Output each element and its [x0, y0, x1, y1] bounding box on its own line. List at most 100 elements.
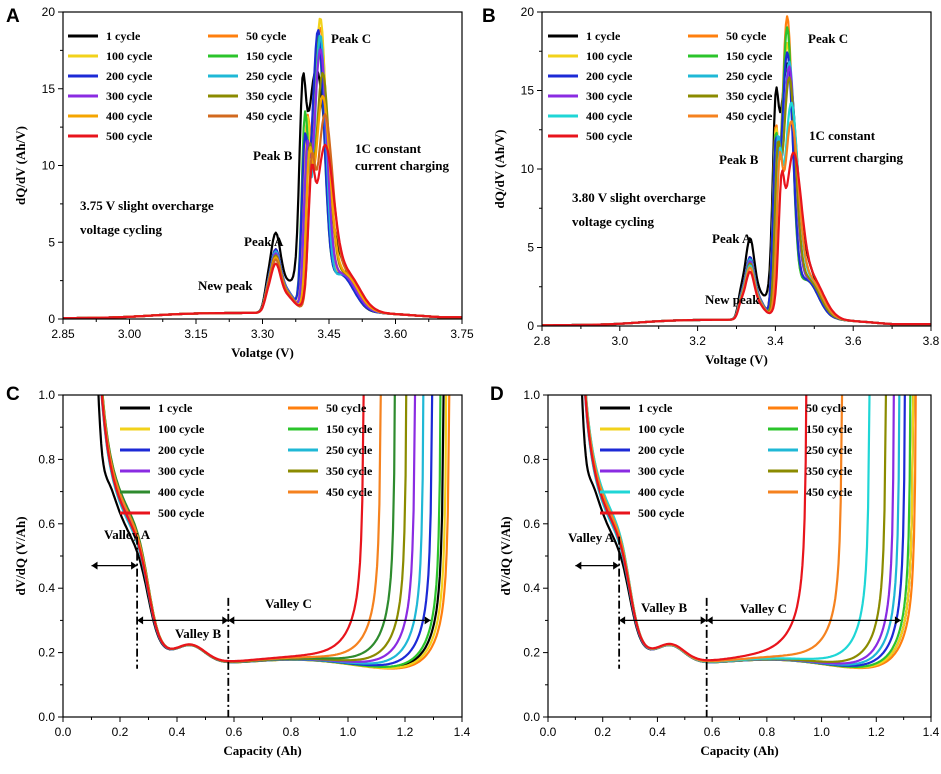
- arrow-head: [91, 561, 98, 570]
- legend-label: 50 cycle: [726, 29, 767, 43]
- x-tick-label: 3.75: [450, 327, 474, 341]
- arrow-head: [222, 616, 229, 625]
- y-tick-label: 0: [527, 319, 534, 333]
- legend-label: 300 cycle: [586, 89, 633, 103]
- x-tick-label: 2.85: [51, 327, 75, 341]
- series-group: [581, 395, 917, 670]
- panel-letter-C: C: [6, 384, 20, 405]
- legend-label: 200 cycle: [586, 69, 633, 83]
- x-tick-label: 1.4: [923, 725, 940, 739]
- y-axis-title: dV/dQ (V/Ah): [498, 516, 513, 595]
- x-tick-label: 3.15: [184, 327, 208, 341]
- y-tick-label: 0.0: [523, 710, 540, 724]
- x-tick-label: 3.4: [767, 334, 784, 348]
- legend-label: 50 cycle: [326, 401, 367, 415]
- x-tick-label: 1.0: [340, 725, 357, 739]
- panel-D: D 0.0 0.2 0.4 0.6 0.8 1.0 1.2 1.4 0.0 0.2 0.4 0.6 0.8…: [490, 384, 940, 758]
- x-axis-title: Capacity (Ah): [223, 743, 301, 758]
- panel-C: C 0.0 0.2 0.4 0.6 0.8 1.0 1.2 1.4 0.0 0.2 0.4 0.6 0.8…: [6, 384, 471, 758]
- legend-label: 100 cycle: [158, 422, 205, 436]
- annotation-0: Valley A: [568, 530, 615, 545]
- legend-label: 1 cycle: [106, 29, 141, 43]
- arrow-head: [613, 561, 620, 570]
- series-line-100-cycle: [542, 41, 931, 326]
- arrow-head: [137, 616, 144, 625]
- legend-label: 500 cycle: [586, 129, 633, 143]
- x-tick-label: 3.30: [251, 327, 275, 341]
- legend-label: 500 cycle: [158, 506, 205, 520]
- series-line-50-cycle: [101, 395, 451, 670]
- arrow-head: [575, 561, 582, 570]
- x-tick-label: 0.0: [55, 725, 72, 739]
- x-tick-label: 1.2: [397, 725, 414, 739]
- legend-label: 100 cycle: [638, 422, 685, 436]
- arrow-head: [700, 616, 707, 625]
- annotation-3: New peak: [198, 278, 253, 293]
- legend-label: 200 cycle: [158, 443, 205, 457]
- legend-label: 100 cycle: [106, 49, 153, 63]
- annotation-5: current charging: [809, 150, 903, 165]
- legend-label: 350 cycle: [806, 464, 853, 478]
- legend-label: 300 cycle: [638, 464, 685, 478]
- y-tick-label: 0.2: [38, 646, 55, 660]
- x-tick-label: 1.2: [868, 725, 885, 739]
- legend-label: 150 cycle: [726, 49, 773, 63]
- annotation-0: Valley A: [104, 527, 151, 542]
- legend-label: 300 cycle: [106, 89, 153, 103]
- y-tick-label: 5: [48, 235, 55, 249]
- y-tick-label: 0: [48, 312, 55, 326]
- x-tick-label: 0.2: [112, 725, 129, 739]
- series-line-500-cycle: [63, 143, 462, 319]
- y-tick-label: 1.0: [38, 388, 55, 402]
- y-tick-label: 0.4: [38, 581, 55, 595]
- panel-letter-A: A: [6, 6, 20, 27]
- legend-label: 250 cycle: [726, 69, 773, 83]
- y-tick-label: 10: [42, 159, 56, 173]
- x-tick-label: 3.45: [317, 327, 341, 341]
- annotation-0: Peak C: [808, 31, 848, 46]
- x-axis-title: Capacity (Ah): [700, 743, 778, 758]
- annotation-6: 3.80 V slight overcharge: [572, 190, 706, 205]
- arrow-head: [706, 616, 713, 625]
- legend-label: 350 cycle: [326, 464, 373, 478]
- x-tick-label: 0.6: [226, 725, 243, 739]
- annotation-0: Peak C: [331, 31, 371, 46]
- y-tick-label: 20: [521, 5, 535, 19]
- panel-letter-B: B: [482, 6, 496, 27]
- legend-label: 450 cycle: [726, 109, 773, 123]
- x-tick-label: 2.8: [534, 334, 551, 348]
- x-tick-label: 3.8: [923, 334, 940, 348]
- y-tick-label: 0.0: [38, 710, 55, 724]
- legend-label: 1 cycle: [158, 401, 193, 415]
- y-tick-label: 0.2: [523, 646, 540, 660]
- y-axis-title: dQ/dV (Ah/V): [492, 130, 507, 209]
- legend-label: 50 cycle: [806, 401, 847, 415]
- legend: 1 cycle 50 cycle 100 cycle 150 cycle 200 cyc…: [120, 401, 373, 520]
- annotation-2: Peak A: [244, 234, 284, 249]
- series-group: [63, 17, 462, 319]
- panel-B: B 2.8 3.0 3.2 3.4 3.6 3.8 0 5 10 15 20 Voltage (V) dQ…: [482, 5, 940, 367]
- x-tick-label: 3.6: [845, 334, 862, 348]
- legend-label: 450 cycle: [246, 109, 293, 123]
- y-tick-label: 15: [42, 82, 56, 96]
- legend: 1 cycle 50 cycle 100 cycle 150 cycle 200 cyc…: [548, 29, 773, 143]
- legend-label: 400 cycle: [158, 485, 205, 499]
- legend-label: 250 cycle: [326, 443, 373, 457]
- legend-label: 250 cycle: [806, 443, 853, 457]
- x-tick-label: 1.0: [813, 725, 830, 739]
- x-tick-label: 0.6: [704, 725, 721, 739]
- y-tick-label: 0.8: [38, 452, 55, 466]
- x-tick-label: 3.00: [118, 327, 142, 341]
- legend-label: 50 cycle: [246, 29, 287, 43]
- legend-label: 1 cycle: [638, 401, 673, 415]
- annotation-3: New peak: [705, 292, 760, 307]
- legend-label: 300 cycle: [158, 464, 205, 478]
- annotation-4: 1C constant: [809, 128, 876, 143]
- annotation-2: Peak A: [712, 231, 752, 246]
- series-group: [97, 395, 451, 670]
- legend-label: 150 cycle: [326, 422, 373, 436]
- x-tick-label: 0.2: [594, 725, 611, 739]
- legend-label: 350 cycle: [246, 89, 293, 103]
- y-axis-title: dQ/dV (Ah/V): [13, 126, 28, 205]
